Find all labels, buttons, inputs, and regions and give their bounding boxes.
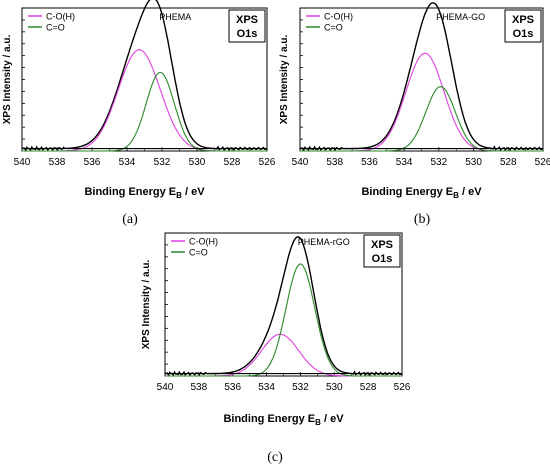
x-tick-label-b: 534	[396, 157, 413, 168]
xps-box-line1-a: XPS	[236, 14, 258, 26]
series-line-coh-b	[300, 52, 543, 152]
chart-panel-c: 540 538 536 534 532 530 528 526 Binding Energy E…	[135, 225, 415, 445]
legend-label-c: C=O	[189, 248, 208, 258]
x-tick-label-b: 528	[500, 157, 517, 168]
x-tick-label-c: 530	[326, 382, 343, 393]
x-tick-label-a: 530	[189, 157, 206, 168]
x-tick-label-b: 532	[431, 157, 448, 168]
legend-label-a: C=O	[46, 23, 65, 33]
x-tick-label-b: 540	[292, 157, 309, 168]
series-line-co-c	[165, 263, 402, 377]
x-tick-label-c: 532	[292, 382, 309, 393]
x-tick-label-a: 536	[84, 157, 101, 168]
series-line-co-b	[300, 86, 543, 152]
chart-panel-b: 540 538 536 534 532 530 528 526 Binding Energy E…	[275, 0, 550, 215]
xps-chart-b: 540 538 536 534 532 530 528 526 Binding Energy E…	[279, 2, 550, 200]
x-tick-label-c: 528	[360, 382, 377, 393]
xps-chart-a: 540 538 536 534 532 530 528 526 Binding Energy E…	[2, 0, 276, 200]
y-axis-label-c: XPS Intensity / a.u.	[141, 260, 152, 350]
x-tick-label-b: 526	[535, 157, 550, 168]
x-tick-label-c: 536	[224, 382, 241, 393]
x-tick-label-c: 534	[258, 382, 275, 393]
legend-label-a: C-O(H)	[46, 12, 75, 22]
sample-label-b: PHEMA-GO	[436, 12, 485, 22]
panel-caption-a: (a)	[122, 212, 138, 227]
x-tick-label-a: 540	[14, 157, 31, 168]
x-tick-label-a: 534	[119, 157, 136, 168]
legend-label-b: C-O(H)	[324, 12, 353, 22]
xps-box-line2-b: O1s	[513, 28, 534, 40]
xps-box-line2-c: O1s	[372, 253, 393, 265]
x-tick-label-c: 526	[394, 382, 411, 393]
xps-box-c	[363, 234, 401, 268]
x-axis-label-a: Binding Energy EB / eV	[84, 186, 205, 200]
series-line-co-a	[22, 71, 267, 152]
y-axis-label-a: XPS Intensity / a.u.	[2, 35, 13, 125]
xps-box-b	[504, 9, 542, 43]
xps-box-line1-c: XPS	[371, 239, 393, 251]
x-tick-label-a: 538	[49, 157, 66, 168]
x-tick-label-a: 526	[259, 157, 275, 168]
panel-caption-b: (b)	[413, 212, 431, 227]
x-tick-label-b: 530	[465, 157, 482, 168]
x-tick-label-b: 536	[361, 157, 378, 168]
xps-box-line1-b: XPS	[512, 14, 534, 26]
sample-label-c: PHEMA-rGO	[298, 237, 350, 247]
xps-chart-c: 540 538 536 534 532 530 528 526 Binding Energy E…	[141, 232, 411, 427]
x-tick-label-b: 538	[326, 157, 343, 168]
legend-label-c: C-O(H)	[189, 237, 218, 247]
x-tick-label-c: 540	[157, 382, 174, 393]
x-axis-label-c: Binding Energy EB / eV	[223, 413, 344, 427]
legend-label-b: C=O	[324, 23, 343, 33]
y-axis-label-b: XPS Intensity / a.u.	[279, 35, 290, 125]
x-tick-label-c: 538	[191, 382, 208, 393]
x-tick-label-a: 532	[154, 157, 171, 168]
xps-box-line2-a: O1s	[237, 28, 258, 40]
xps-box-a	[228, 9, 266, 43]
sample-label-a: PHEMA	[159, 12, 191, 22]
x-axis-label-b: Binding Energy EB / eV	[361, 186, 482, 200]
series-line-coh-c	[165, 333, 402, 377]
chart-panel-a: 540 538 536 534 532 530 528 526 Binding Energy E…	[0, 0, 276, 215]
x-tick-label-a: 528	[224, 157, 241, 168]
panel-caption-c: (c)	[267, 450, 283, 465]
series-line-coh-a	[22, 49, 267, 152]
